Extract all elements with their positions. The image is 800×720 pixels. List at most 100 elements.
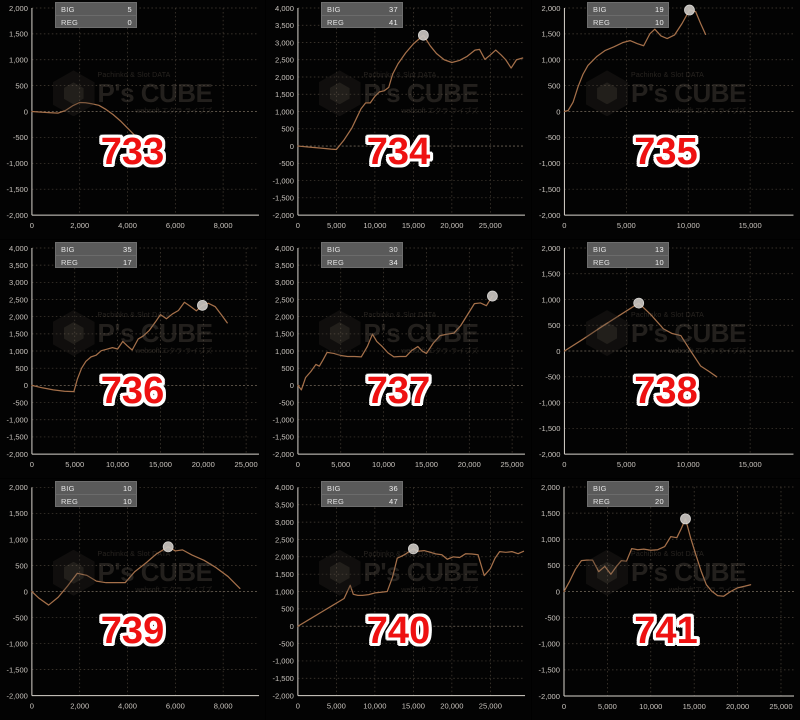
legend-row-reg: REG 34 (322, 255, 402, 267)
x-tick-label: 15,000 (739, 460, 762, 469)
legend-label-reg: REG (593, 258, 611, 267)
chart-panel-741[interactable]: -2,000 -1,500 -1,000 -500 0 500 1,000 1,500 2,00… (532, 479, 800, 720)
data-line (31, 301, 228, 393)
y-tick-label: 1,500 (9, 30, 28, 39)
peak-marker[interactable] (633, 297, 645, 309)
chart-panel-737[interactable]: -2,000 -1,500 -1,000 -500 0 500 1,000 1,500 2,00… (266, 240, 532, 479)
legend-value-big: 10 (123, 484, 132, 493)
y-tick-label: 0 (24, 107, 28, 116)
y-tick-label: 3,000 (275, 278, 294, 287)
x-tick-label: 15,000 (739, 221, 762, 230)
legend-label-big: BIG (327, 5, 341, 14)
y-tick-label: -500 (13, 133, 28, 142)
legend-value-reg: 10 (123, 497, 132, 506)
legend-label-reg: REG (61, 497, 79, 506)
x-tick-label: 25,000 (501, 460, 524, 469)
chart-panel-740[interactable]: -2,000 -1,500 -1,000 -500 0 500 1,000 1,500 2,00… (266, 479, 532, 720)
y-tick-label: 0 (290, 142, 294, 151)
legend-value-big: 36 (389, 484, 398, 493)
x-tick-label: 20,000 (192, 460, 215, 469)
x-tick-label: 2,000 (70, 221, 89, 230)
y-tick-label: 2,000 (541, 483, 560, 492)
y-tick-label: 3,000 (275, 518, 294, 527)
legend-row-reg: REG 10 (588, 255, 668, 267)
y-tick-label: 0 (290, 381, 294, 390)
legend-row-big: BIG 19 (588, 3, 668, 15)
legend-label-big: BIG (593, 5, 607, 14)
y-tick-label: 500 (281, 364, 294, 373)
peak-marker[interactable] (407, 543, 419, 555)
legend-row-big: BIG 5 (56, 3, 136, 15)
legend-label-reg: REG (327, 18, 345, 27)
legend-label-reg: REG (593, 18, 611, 27)
x-tick-label: 10,000 (677, 460, 700, 469)
chart-svg: -2,000-1,500-1,000-50005001,0001,5002,00… (6, 483, 260, 711)
y-tick-label: -1,000 (539, 398, 560, 407)
chart-svg: -2,000-1,500-1,000-50005001,0001,5002,00… (7, 4, 259, 230)
y-tick-label: 500 (548, 81, 561, 90)
y-tick-label: 2,000 (542, 244, 561, 253)
y-tick-label: 1,500 (541, 509, 560, 518)
x-tick-label: 25,000 (769, 702, 792, 711)
legend-label-reg: REG (327, 258, 345, 267)
y-tick-label: 2,000 (9, 312, 28, 321)
x-tick-label: 2,000 (70, 702, 89, 711)
y-tick-label: -500 (545, 613, 560, 622)
chart-panel-735[interactable]: -2,000 -1,500 -1,000 -500 0 500 1,000 1,500 2,00… (532, 0, 800, 240)
chart-panel-738[interactable]: -2,000 -1,500 -1,000 -500 0 500 1,000 1,500 2,00… (532, 240, 800, 479)
legend-label-reg: REG (61, 258, 79, 267)
y-tick-label: 3,000 (9, 278, 28, 287)
data-line (297, 34, 524, 151)
peak-marker[interactable] (417, 29, 429, 41)
x-tick-label: 5,000 (617, 460, 636, 469)
y-tick-label: -500 (279, 159, 294, 168)
x-tick-label: 0 (296, 221, 300, 230)
y-tick-label: 3,500 (275, 21, 294, 30)
chart-panel-736[interactable]: -2,000 -1,500 -1,000 -500 0 500 1,000 1,500 2,00… (0, 240, 266, 479)
legend-box: BIG 10 REG 10 (55, 481, 137, 507)
y-tick-label: -2,000 (538, 692, 560, 701)
x-tick-label: 15,000 (149, 460, 172, 469)
legend-box: BIG 36 REG 47 (321, 481, 403, 507)
legend-row-reg: REG 10 (56, 494, 136, 506)
chart-svg: -2,000-1,500-1,000-50005001,0001,5002,00… (273, 244, 525, 469)
chart-panel-734[interactable]: -2,000 -1,500 -1,000 -500 0 500 1,000 1,500 2,00… (266, 0, 532, 240)
x-tick-label: 20,000 (440, 221, 463, 230)
legend-label-big: BIG (61, 484, 75, 493)
chart-panel-733[interactable]: -2,000 -1,500 -1,000 -500 0 500 1,000 1,500 2,00… (0, 0, 266, 240)
x-tick-label: 5,000 (617, 221, 636, 230)
y-tick-label: -2,000 (7, 211, 28, 220)
x-tick-label: 6,000 (166, 221, 185, 230)
y-tick-label: 2,000 (542, 4, 561, 13)
legend-label-reg: REG (61, 18, 79, 27)
legend-row-big: BIG 37 (322, 3, 402, 15)
peak-marker[interactable] (680, 513, 691, 525)
peak-marker[interactable] (162, 541, 174, 553)
peak-marker[interactable] (487, 290, 498, 302)
legend-row-big: BIG 35 (56, 243, 136, 255)
y-tick-label: -500 (13, 398, 28, 407)
y-tick-label: -1,000 (538, 640, 560, 649)
legend-value-reg: 47 (389, 497, 398, 506)
y-tick-label: 2,000 (275, 553, 294, 562)
y-tick-label: 1,500 (275, 570, 294, 579)
y-tick-label: 1,000 (9, 347, 28, 356)
legend-label-big: BIG (327, 484, 341, 493)
y-tick-label: 500 (547, 561, 560, 570)
x-tick-label: 0 (562, 702, 566, 711)
y-tick-label: 1,000 (541, 535, 560, 544)
legend-row-reg: REG 10 (588, 15, 668, 27)
chart-panel-739[interactable]: -2,000 -1,500 -1,000 -500 0 500 1,000 1,500 2,00… (0, 479, 266, 720)
y-tick-label: 1,000 (275, 347, 294, 356)
legend-row-reg: REG 41 (322, 15, 402, 27)
legend-label-big: BIG (327, 245, 341, 254)
y-tick-label: 1,500 (9, 509, 28, 518)
y-tick-label: 500 (548, 321, 561, 330)
peak-marker[interactable] (684, 4, 695, 16)
x-tick-label: 10,000 (639, 702, 662, 711)
legend-box: BIG 30 REG 34 (321, 242, 403, 268)
x-tick-label: 0 (562, 221, 566, 230)
x-tick-label: 5,000 (598, 702, 617, 711)
peak-marker[interactable] (197, 299, 208, 311)
